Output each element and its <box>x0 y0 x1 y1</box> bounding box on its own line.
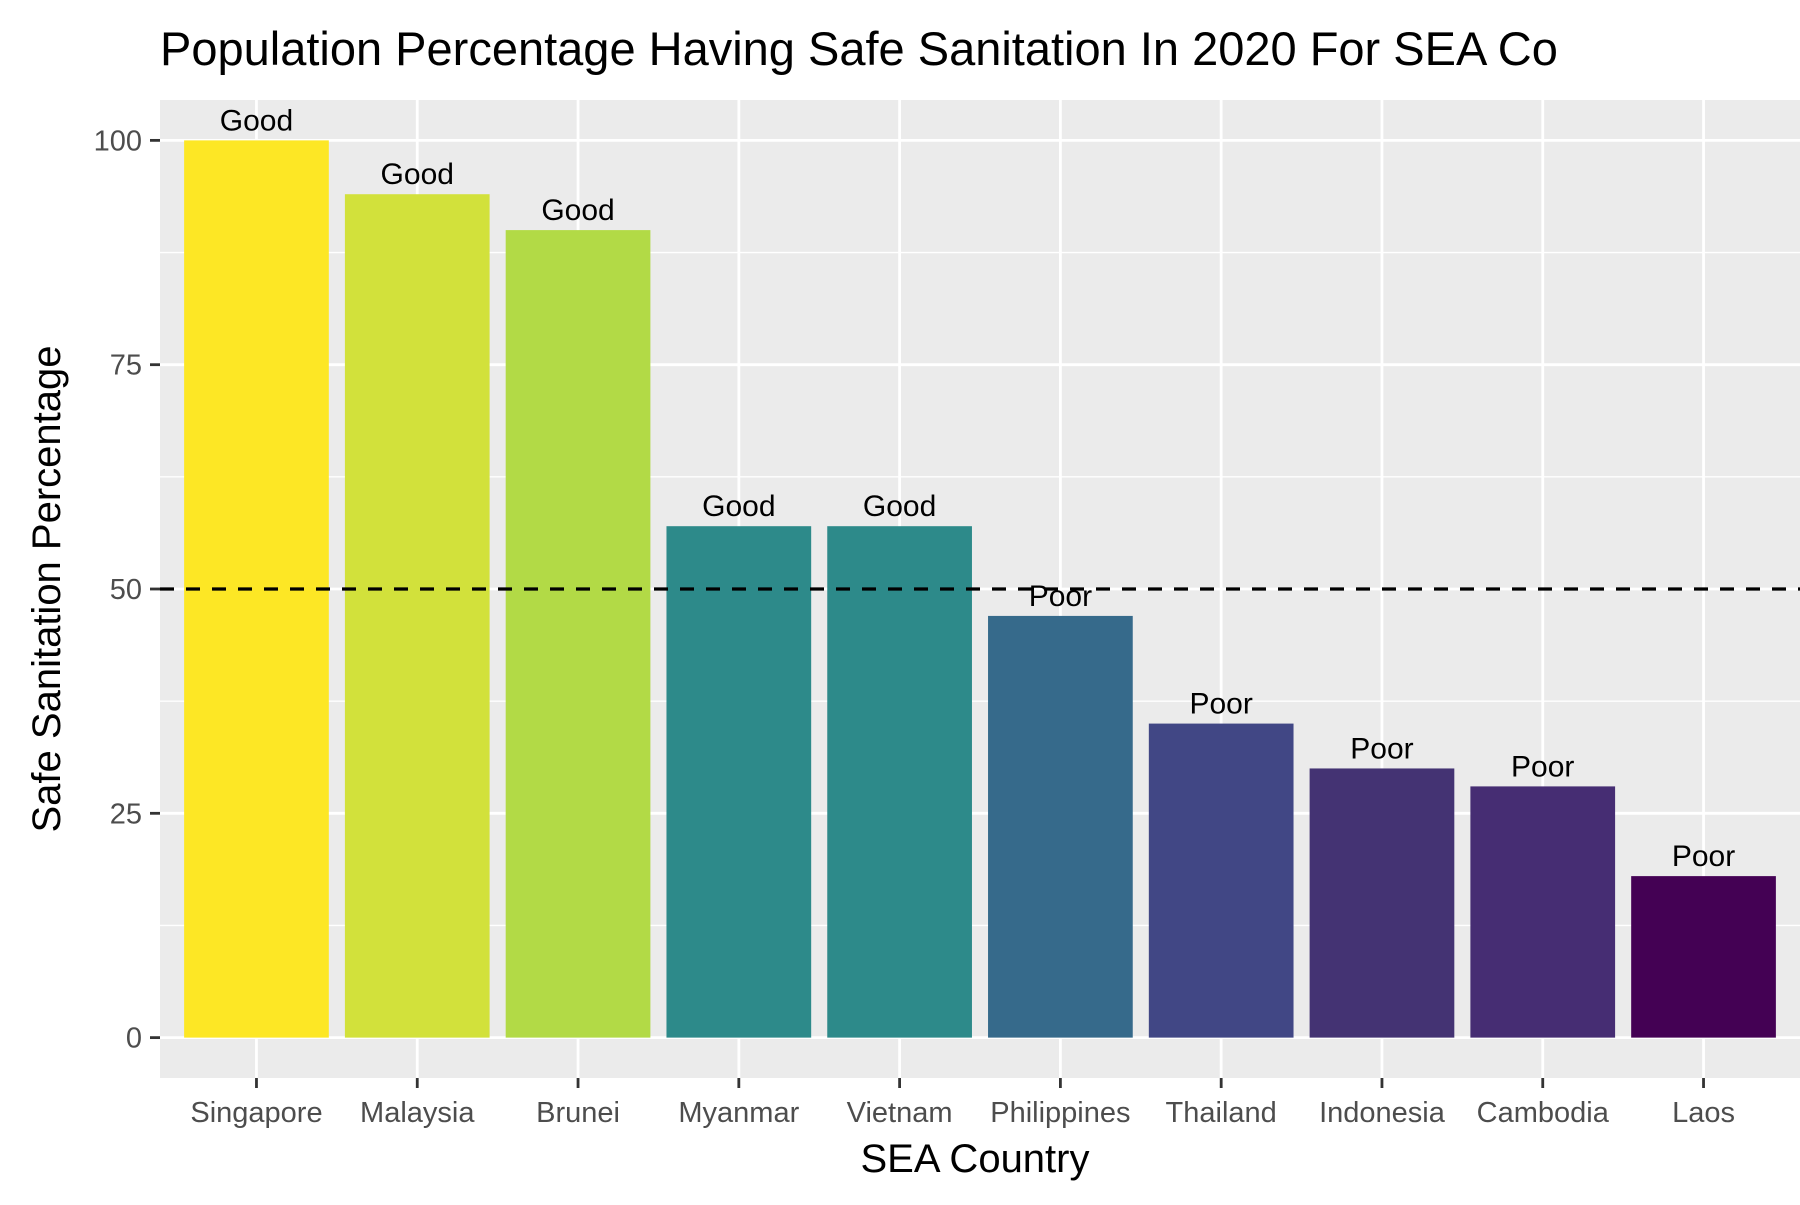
y-tick-label: 0 <box>126 1023 142 1055</box>
y-axis: 0 25 50 75 100 <box>94 125 160 1055</box>
x-tick-label: Vietnam <box>847 1097 953 1129</box>
bar-cambodia <box>1470 786 1616 1038</box>
x-axis: Singapore Malaysia Brunei Myanmar Vietnam Phi… <box>190 1078 1735 1129</box>
bar-laos <box>1631 876 1776 1038</box>
x-tick-label: Thailand <box>1166 1097 1277 1129</box>
y-tick-label: 75 <box>110 350 142 382</box>
y-tick-label: 50 <box>110 574 142 606</box>
bar-vietnam <box>827 526 972 1038</box>
x-tick-label: Laos <box>1672 1097 1735 1129</box>
bar-label: Good <box>702 490 775 523</box>
x-tick-label: Brunei <box>536 1097 620 1129</box>
bar-brunei <box>505 230 651 1038</box>
bar-indonesia <box>1309 768 1455 1038</box>
bar-philippines <box>988 615 1133 1038</box>
bar-thailand <box>1148 723 1294 1038</box>
bar-malaysia <box>344 194 490 1038</box>
x-tick-label: Indonesia <box>1319 1097 1446 1129</box>
bar-label: Good <box>541 194 614 227</box>
bars <box>184 140 1776 1038</box>
bar-myanmar <box>666 526 812 1038</box>
bar-label: Good <box>381 158 454 191</box>
bar-labels: Good Good Good Good Good Poor Poor Poor Poor Poor <box>220 104 1735 873</box>
chart-title: Population Percentage Having Safe Sanita… <box>160 22 1558 75</box>
x-tick-label: Cambodia <box>1477 1097 1610 1129</box>
x-axis-title: SEA Country <box>860 1137 1089 1181</box>
y-tick-label: 25 <box>110 798 142 830</box>
bar-label: Good <box>863 490 936 523</box>
bar-label: Poor <box>1350 732 1413 765</box>
bar-label: Poor <box>1672 840 1735 873</box>
x-tick-label: Myanmar <box>678 1097 799 1129</box>
y-tick-label: 100 <box>94 125 142 157</box>
bar-singapore <box>184 140 329 1038</box>
y-axis-title: Safe Sanitation Percentage <box>25 345 69 832</box>
x-tick-label: Singapore <box>190 1097 322 1129</box>
bar-label: Good <box>220 104 293 137</box>
bar-label: Poor <box>1189 688 1252 721</box>
bar-label: Poor <box>1511 750 1574 783</box>
x-tick-label: Philippines <box>990 1097 1130 1129</box>
x-tick-label: Malaysia <box>360 1097 475 1129</box>
bar-label: Poor <box>1029 580 1092 613</box>
